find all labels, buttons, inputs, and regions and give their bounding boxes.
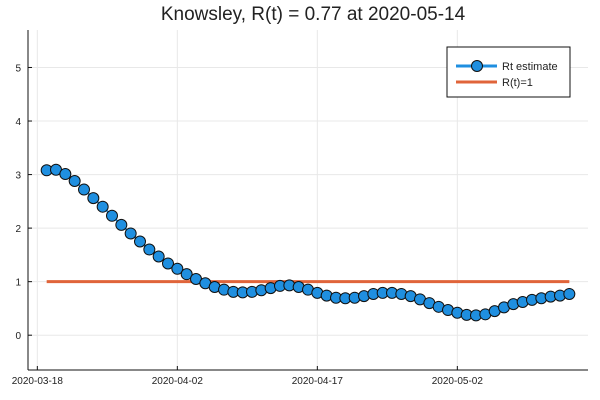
x-tick-label: 2020-05-02 <box>432 376 484 387</box>
x-tick-labels: 2020-03-18 2020-04-02 2020-04-17 2020-05-02 <box>12 376 484 387</box>
rt-point <box>115 218 128 231</box>
y-tick-label: 1 <box>15 278 21 289</box>
rt-point <box>68 174 81 187</box>
rt-point <box>171 262 184 275</box>
rt-point <box>96 200 109 213</box>
x-tick-label: 2020-03-18 <box>12 376 64 387</box>
rt-point <box>152 250 165 263</box>
rt-point <box>134 235 146 248</box>
rt-point <box>162 257 174 270</box>
y-tick-label: 3 <box>15 171 21 182</box>
x-tick-label: 2020-04-17 <box>292 376 344 387</box>
rt-point <box>143 243 156 256</box>
rt-point <box>106 209 118 222</box>
rt-point <box>78 183 90 196</box>
rt-point <box>87 192 100 205</box>
rt-point <box>124 227 137 240</box>
chart-title: Knowsley, R(t) = 0.77 at 2020-05-14 <box>161 4 466 25</box>
legend-rt-marker <box>471 60 483 72</box>
y-tick-label: 4 <box>15 117 21 128</box>
legend-ref-label: R(t)=1 <box>502 77 533 89</box>
rt-point <box>59 168 72 181</box>
y-tick-label: 2 <box>15 224 21 235</box>
rt-point <box>180 268 193 281</box>
series-layer <box>40 163 576 322</box>
axes <box>27 30 588 371</box>
x-tick-label: 2020-04-02 <box>152 376 204 387</box>
y-tick-label: 5 <box>15 63 21 74</box>
legend-box <box>446 46 571 98</box>
y-tick-label: 0 <box>15 331 21 342</box>
y-tick-labels: 0 1 2 3 4 5 <box>15 63 21 342</box>
legend-rt-label: Rt estimate <box>502 61 558 73</box>
rt-point <box>563 287 576 300</box>
legend: Rt estimate R(t)=1 <box>446 46 571 98</box>
